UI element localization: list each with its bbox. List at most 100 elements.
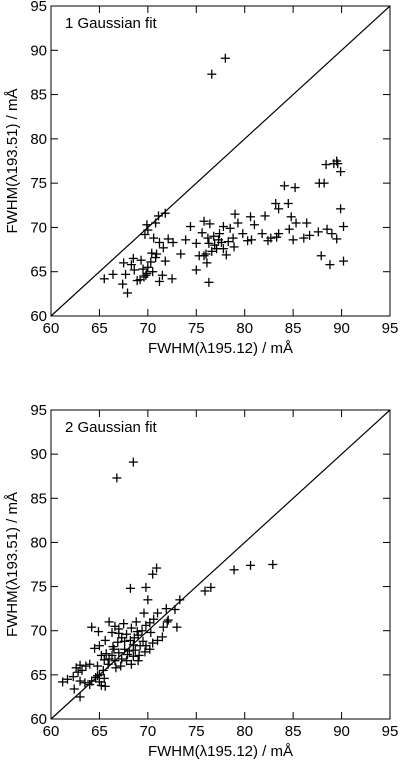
- data-point: [128, 457, 138, 467]
- data-point: [138, 264, 148, 274]
- data-point: [121, 269, 131, 279]
- data-point: [220, 53, 230, 63]
- data-point: [85, 659, 95, 669]
- panel-annotation: 2 Gaussian fit: [65, 419, 158, 436]
- data-point: [160, 208, 170, 218]
- scatter-panel-1-gaussian: 60 65 70 75 80 85 90 95 60 65 70 75 80 85 90 95 1 Gaussi…: [4, 0, 398, 357]
- data-point: [207, 246, 217, 256]
- data-point: [96, 680, 106, 690]
- x-tick-label: 85: [285, 320, 302, 337]
- data-point: [114, 648, 124, 658]
- data-point: [110, 656, 120, 666]
- data-point: [126, 623, 136, 633]
- data-point: [329, 159, 339, 169]
- data-point: [128, 651, 138, 661]
- data-point: [148, 569, 158, 579]
- data-point: [108, 642, 118, 652]
- data-point: [58, 677, 68, 687]
- data-point: [175, 595, 185, 605]
- data-point: [85, 680, 95, 690]
- data-point: [233, 218, 243, 228]
- data-point: [170, 605, 180, 615]
- y-tick-label: 85: [30, 87, 47, 104]
- data-point: [336, 167, 346, 177]
- data-point: [123, 288, 133, 298]
- data-point: [141, 270, 151, 280]
- data-point: [204, 277, 214, 287]
- x-tick-label: 70: [140, 320, 157, 337]
- data-point: [160, 256, 170, 266]
- y-tick-label: 75: [30, 175, 47, 192]
- data-point: [119, 258, 129, 268]
- data-point: [191, 238, 201, 248]
- x-tick-label: 75: [188, 320, 205, 337]
- data-point: [221, 250, 231, 260]
- data-point: [314, 178, 324, 188]
- data-point: [153, 635, 163, 645]
- data-point: [136, 255, 146, 265]
- data-point: [339, 222, 349, 232]
- data-point: [305, 230, 315, 240]
- data-point: [216, 237, 226, 247]
- data-point: [128, 253, 138, 263]
- data-point: [62, 674, 72, 684]
- data-point: [143, 262, 153, 272]
- x-axis-label: FWHM(λ195.12) / mÅ: [148, 743, 293, 760]
- data-point: [203, 233, 213, 243]
- data-point: [100, 635, 110, 645]
- data-point: [215, 229, 225, 239]
- data-point: [291, 218, 301, 228]
- y-tick-label: 80: [30, 534, 47, 551]
- y-tick-label: 90: [30, 446, 47, 463]
- data-point: [332, 234, 342, 244]
- data-point: [71, 663, 81, 673]
- x-axis-label: FWHM(λ195.12) / mÅ: [148, 340, 293, 357]
- data-point: [147, 248, 157, 258]
- data-point: [246, 235, 256, 245]
- data-point: [153, 608, 163, 618]
- data-point: [158, 243, 168, 253]
- identity-line: [50, 409, 391, 720]
- x-tick-label: 75: [188, 723, 205, 740]
- data-point: [80, 678, 90, 688]
- data-point: [94, 641, 104, 651]
- data-point: [246, 212, 256, 222]
- data-point: [313, 227, 323, 237]
- data-point: [122, 656, 132, 666]
- y-tick-label: 95: [30, 0, 47, 15]
- data-point: [130, 645, 140, 655]
- data-point: [202, 258, 212, 268]
- data-point: [218, 222, 228, 232]
- data-point: [145, 644, 155, 654]
- data-point: [249, 220, 259, 230]
- data-point: [158, 622, 168, 632]
- data-point: [131, 617, 141, 627]
- data-point: [290, 183, 300, 193]
- data-point: [81, 661, 91, 671]
- data-point: [163, 615, 173, 625]
- data-point: [108, 269, 118, 279]
- data-point: [126, 659, 136, 669]
- data-point: [299, 233, 309, 243]
- data-point: [69, 684, 79, 694]
- data-point: [181, 235, 191, 245]
- data-point: [154, 237, 164, 247]
- y-tick-label: 60: [30, 711, 47, 728]
- data-point: [126, 260, 136, 270]
- data-point: [114, 628, 124, 638]
- data-point: [176, 249, 186, 259]
- data-point: [325, 260, 335, 270]
- data-point: [104, 654, 114, 664]
- data-point: [96, 650, 106, 660]
- data-point: [209, 231, 219, 241]
- x-tick-label: 95: [382, 723, 399, 740]
- y-tick-label: 90: [30, 42, 47, 59]
- data-point: [339, 256, 349, 266]
- plot-frame: [50, 5, 391, 317]
- data-point: [162, 617, 172, 627]
- data-point: [154, 211, 164, 221]
- data-point: [302, 218, 312, 228]
- x-tick-label: 90: [333, 320, 350, 337]
- data-point: [316, 251, 326, 261]
